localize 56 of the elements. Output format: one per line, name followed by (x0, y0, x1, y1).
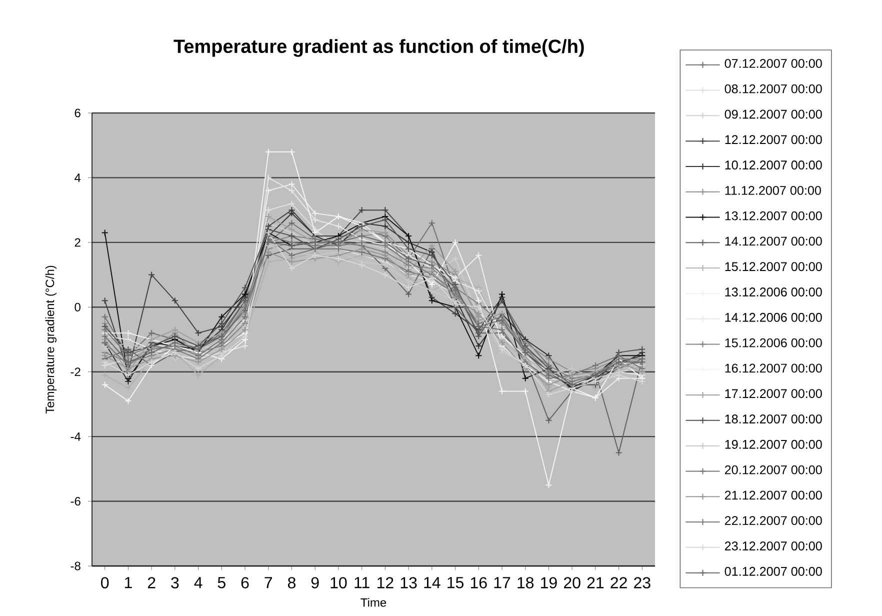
y-tick-label: -6 (70, 497, 80, 506)
legend-label: 13.12.2006 00:00 (725, 288, 822, 296)
x-tick-label: 5 (218, 577, 226, 588)
x-tick-label: 14 (424, 577, 440, 588)
legend-label: 07.12.2007 00:00 (724, 58, 822, 68)
x-tick-label: 21 (587, 577, 604, 588)
x-axis-title: Time (360, 598, 386, 607)
legend-label: 11.12.2007 00:00 (725, 186, 821, 195)
legend-label: 17.12.2007 00:00 (725, 389, 822, 398)
x-tick-label: 6 (241, 577, 249, 588)
y-tick-label: 4 (74, 174, 81, 182)
x-tick-label: 3 (171, 577, 179, 588)
x-tick-label: 8 (288, 577, 296, 588)
y-tick-label: -2 (70, 368, 80, 376)
legend-label: 13.12.2007 00:00 (725, 211, 822, 220)
x-tick-label: 7 (264, 577, 272, 588)
legend-label: 15.12.2006 00:00 (725, 338, 822, 348)
x-tick-label: 9 (311, 577, 319, 588)
legend-label: 12.12.2007 00:00 (725, 135, 822, 144)
x-tick-label: 11 (354, 577, 370, 588)
legend-label: 19.12.2007 00:00 (725, 440, 822, 449)
x-tick-label: 17 (494, 577, 510, 588)
x-tick-label: 13 (400, 577, 417, 588)
x-tick-label: 15 (448, 577, 464, 588)
y-tick-label: 6 (74, 108, 80, 118)
legend-label: 20.12.2007 00:00 (724, 465, 822, 474)
y-tick-label: -8 (70, 562, 80, 570)
legend-label: 15.12.2007 00:00 (725, 262, 822, 272)
x-tick-label: 1 (124, 577, 132, 588)
legend-label: 23.12.2007 00:00 (724, 542, 822, 550)
x-tick-label: 16 (470, 577, 487, 588)
legend-label: 22.12.2007 00:00 (724, 516, 822, 526)
x-tick-label: 0 (101, 577, 109, 588)
chart-title: Temperature gradient as function of time(C/h) (174, 39, 584, 57)
legend-label: 14.12.2006 00:00 (725, 312, 822, 322)
legend-label: 18.12.2007 00:00 (725, 414, 822, 424)
legend-label: 21.12.2007 00:00 (724, 490, 822, 500)
legend-label: 09.12.2007 00:00 (724, 110, 822, 119)
legend-label: 01.12.2007 00:00 (724, 566, 822, 576)
x-tick-label: 2 (148, 577, 156, 588)
legend-label: 08.12.2007 00:00 (724, 84, 822, 94)
legend-label: 16.12.2007 00:00 (725, 364, 822, 373)
legend-label: 10.12.2007 00:00 (725, 160, 822, 170)
legend-label: 14.12.2007 00:00 (725, 236, 822, 246)
y-tick-label: -4 (70, 432, 81, 441)
y-tick-label: 2 (74, 238, 80, 247)
x-tick-label: 23 (634, 577, 650, 588)
x-tick-label: 10 (330, 577, 347, 588)
y-tick-label: 0 (74, 302, 80, 312)
x-tick-label: 20 (564, 577, 580, 588)
x-tick-label: 19 (541, 577, 557, 588)
x-tick-label: 12 (378, 577, 394, 588)
y-axis-title: Temperature gradient (°C/h) (45, 266, 57, 414)
x-tick-label: 18 (518, 577, 534, 588)
x-tick-label: 4 (194, 577, 202, 588)
x-tick-label: 22 (610, 577, 627, 588)
